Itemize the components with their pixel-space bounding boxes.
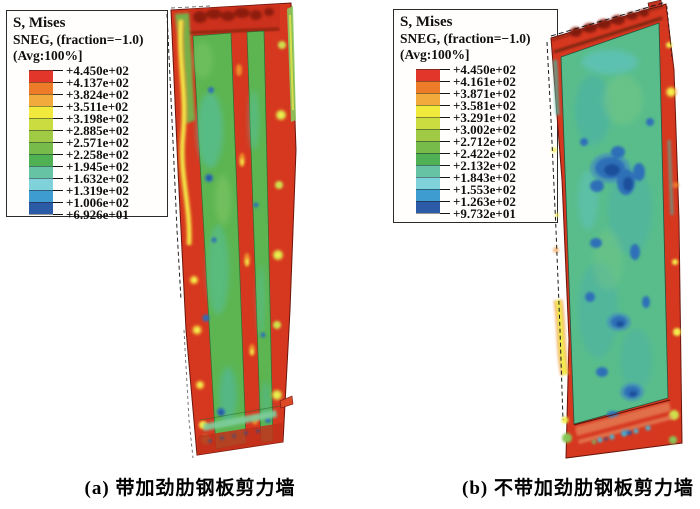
legend-value: +9.732e+01	[453, 206, 516, 221]
wall-a-top-beam	[185, 8, 280, 34]
caption-panel-a: (a) 带加劲肋钢板剪力墙	[84, 478, 296, 499]
legend-value: +3.002e+02	[453, 122, 516, 137]
legend-color-band	[416, 69, 440, 81]
legend-value: +2.258e+02	[66, 147, 129, 162]
legend-value: +4.450e+02	[66, 63, 129, 78]
legend-value: +4.137e+02	[66, 75, 129, 90]
legend-colorbar-area: +4.450e+02 +4.137e+02 +3.824e+02 +3.511e…	[13, 64, 163, 221]
legend-colorbar-area: +4.450e+02 +4.161e+02 +3.871e+02 +3.581e…	[400, 63, 553, 220]
legend-color-band	[416, 201, 440, 213]
legend-color-band	[29, 82, 53, 94]
legend-value: +2.712e+02	[453, 134, 516, 149]
legend-value: +3.824e+02	[66, 87, 129, 102]
legend-value: +1.319e+02	[66, 183, 129, 198]
legend-color-band	[416, 153, 440, 165]
legend-tick-marks	[440, 69, 450, 214]
legend-color-band	[416, 81, 440, 93]
legend-value: +4.450e+02	[453, 62, 516, 77]
stress-contour-wall-b	[546, 0, 683, 459]
wall-b-panel-mottling	[575, 50, 652, 392]
legend-color-band	[29, 178, 53, 190]
legend-colorbar	[416, 69, 440, 213]
wall-b-blue-blobs	[580, 118, 654, 435]
legend-color-band	[416, 105, 440, 117]
legend-value: +2.132e+02	[453, 158, 516, 173]
legend-value: +3.291e+02	[453, 110, 516, 125]
legend-band-divider-lines	[29, 70, 53, 215]
legend-value: +3.581e+02	[453, 98, 516, 113]
legend-value: +4.161e+02	[453, 74, 516, 89]
legend-color-band	[29, 106, 53, 118]
legend-value: +1.006e+02	[66, 195, 129, 210]
legend-value: +2.422e+02	[453, 146, 516, 161]
wall-a-left-column	[175, 13, 211, 445]
legend-value: +3.511e+02	[66, 99, 129, 114]
wall-a-right-column-spots	[271, 41, 287, 401]
stress-legend-a: S, Mises SNEG, (fraction=−1.0) (Avg:100%…	[6, 10, 168, 221]
legend-colorbar	[29, 70, 53, 214]
wall-a-bottom-beam	[197, 395, 294, 455]
legend-value: +1.263e+02	[453, 194, 516, 209]
wall-b-top-beam	[551, 5, 665, 53]
stress-contour-wall-a	[166, 2, 297, 459]
legend-value: +3.871e+02	[453, 86, 516, 101]
legend-color-band	[29, 190, 53, 202]
caption-panel-b: (b) 不带加劲肋钢板剪力墙	[462, 478, 694, 499]
legend-value: +1.945e+02	[66, 159, 129, 174]
legend-color-band	[29, 118, 53, 130]
wall-b-bottom-beam	[573, 399, 673, 444]
wall-b-undeformed-outline	[546, 1, 673, 421]
legend-subtitle: SNEG, (fraction=−1.0)	[400, 31, 531, 46]
legend-color-band	[416, 117, 440, 129]
stress-legend-b: S, Mises SNEG, (fraction=−1.0) (Avg:100%…	[393, 9, 558, 223]
legend-color-band	[416, 141, 440, 153]
legend-value: +6.926e+01	[66, 207, 129, 222]
legend-value: +1.632e+02	[66, 171, 129, 186]
legend-avg-line: (Avg:100%]	[13, 48, 83, 63]
wall-b-left-column-spots	[551, 59, 572, 443]
legend-color-band	[29, 154, 53, 166]
legend-color-band	[416, 177, 440, 189]
legend-color-band	[29, 130, 53, 142]
legend-value: +1.553e+02	[453, 182, 516, 197]
legend-value: +3.198e+02	[66, 111, 129, 126]
wall-a-blue-spots	[202, 87, 271, 423]
legend-color-band	[29, 94, 53, 106]
legend-value: +1.843e+02	[453, 170, 516, 185]
legend-color-band	[416, 129, 440, 141]
legend-avg-line: (Avg:100%]	[400, 47, 470, 62]
legend-color-band	[416, 93, 440, 105]
legend-color-band	[29, 202, 53, 214]
wall-b-right-column-spots	[665, 42, 681, 444]
legend-color-band	[29, 166, 53, 178]
legend-value: +2.571e+02	[66, 135, 129, 150]
wall-a-stiffener-spots	[236, 64, 258, 425]
legend-values: +4.450e+02 +4.161e+02 +3.871e+02 +3.581e…	[453, 63, 543, 220]
legend-color-band	[416, 165, 440, 177]
legend-title: S, Mises	[400, 14, 453, 30]
legend-color-band	[29, 142, 53, 154]
legend-color-band	[416, 189, 440, 201]
legend-title: S, Mises	[13, 15, 66, 31]
wall-a-undeformed-outline	[166, 5, 211, 459]
legend-subtitle: SNEG, (fraction=−1.0)	[13, 32, 144, 47]
legend-color-band	[29, 70, 53, 82]
legend-tick-marks	[53, 70, 63, 215]
legend-values: +4.450e+02 +4.137e+02 +3.824e+02 +3.511e…	[66, 64, 156, 221]
legend-value: +2.885e+02	[66, 123, 129, 138]
legend-band-divider-lines	[416, 69, 440, 214]
